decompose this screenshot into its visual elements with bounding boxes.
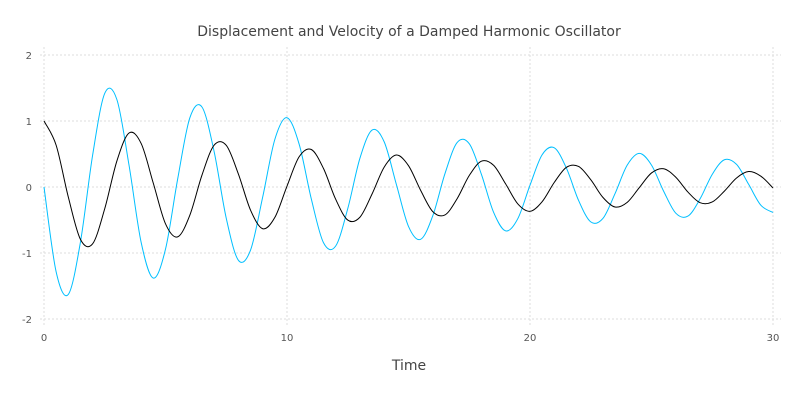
x-tick-label: 10 bbox=[281, 333, 294, 344]
y-tick-label: -2 bbox=[22, 315, 32, 326]
y-tick-label: -1 bbox=[22, 249, 32, 260]
series-lines bbox=[43, 87, 774, 297]
y-tick-label: 1 bbox=[26, 117, 32, 128]
series-line-velocity bbox=[43, 87, 774, 297]
x-tick-label: 20 bbox=[524, 333, 537, 344]
y-tick-label: 2 bbox=[26, 51, 32, 62]
x-axis-label: Time bbox=[391, 358, 426, 374]
grid bbox=[40, 47, 781, 327]
x-tick-label: 30 bbox=[767, 333, 780, 344]
x-tick-label: 0 bbox=[41, 333, 47, 344]
chart-title: Displacement and Velocity of a Damped Ha… bbox=[197, 24, 621, 40]
y-tick-label: 0 bbox=[26, 183, 32, 194]
series-line-displacement bbox=[43, 120, 774, 248]
